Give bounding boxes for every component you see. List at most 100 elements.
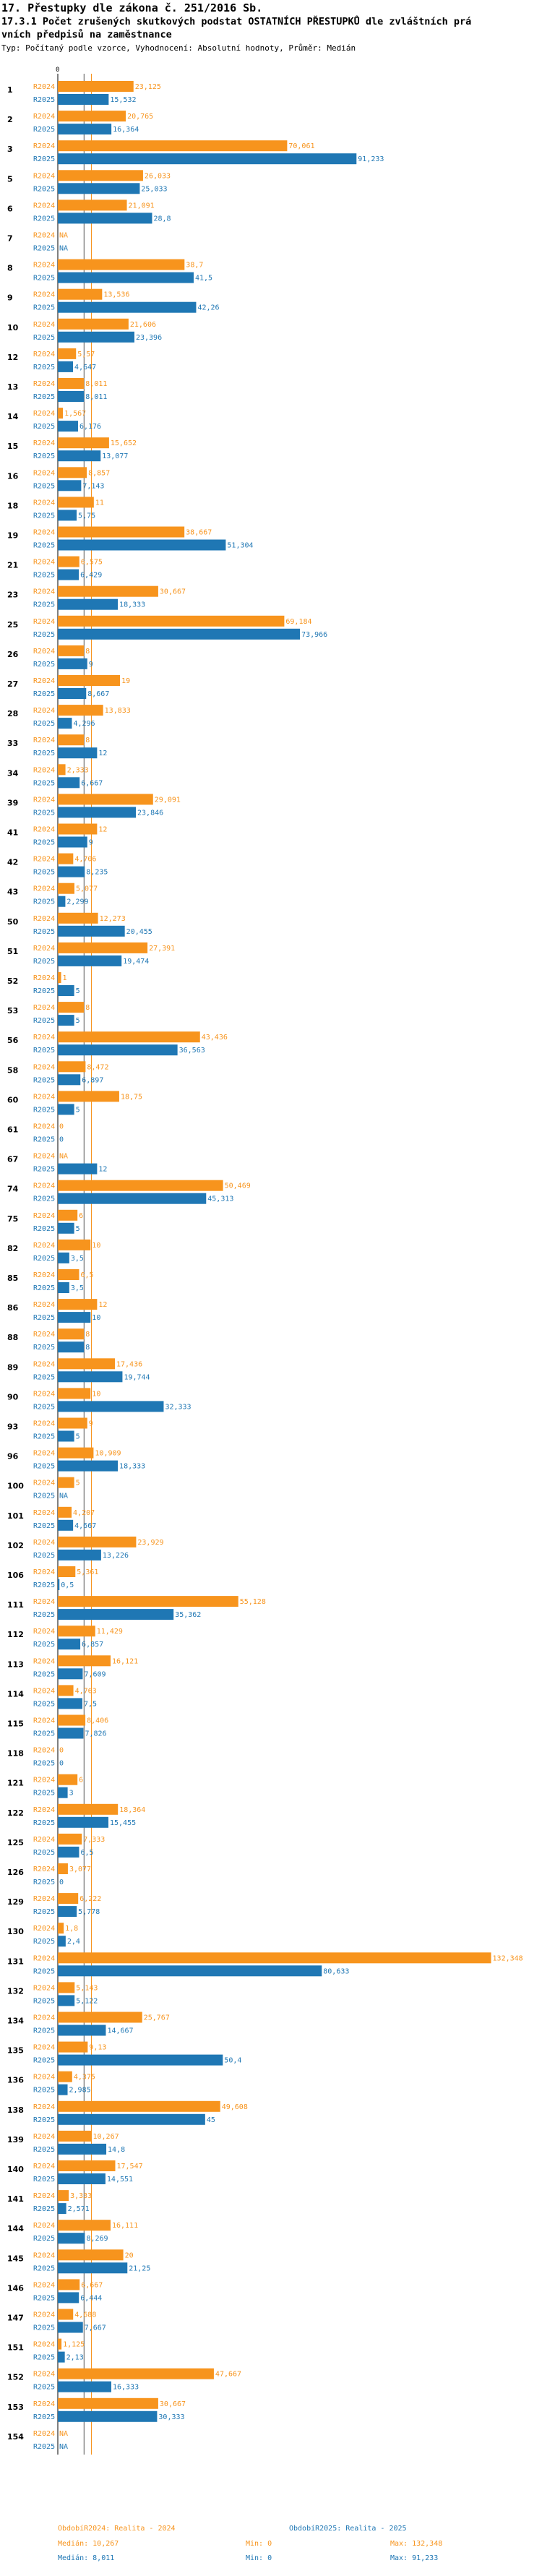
bar-r2024 [58, 705, 103, 716]
bar-r2025 [58, 1430, 74, 1442]
value-label-r2025: 19,744 [124, 1373, 150, 1381]
category-label: 74 [7, 1185, 19, 1194]
bar-r2025 [58, 1936, 66, 1947]
category-label: 58 [7, 1065, 18, 1075]
bar-r2024 [58, 140, 288, 152]
category-label: 7 [7, 234, 13, 244]
value-label-r2025: 4,296 [73, 720, 95, 728]
series-label-r2024: R2024 [33, 1657, 55, 1665]
bar-r2025 [58, 1252, 69, 1263]
series-label-r2025: R2025 [33, 2235, 55, 2243]
category-label: 111 [7, 1600, 24, 1610]
series-label-r2024: R2024 [33, 796, 55, 804]
bar-r2025 [58, 301, 197, 313]
bar-r2025 [58, 598, 119, 610]
category-label: 75 [7, 1214, 18, 1224]
bar-r2025 [58, 1639, 81, 1650]
category-label: 16 [7, 471, 19, 481]
category-label: 145 [7, 2254, 24, 2263]
bar-r2024 [58, 2309, 74, 2320]
series-label-r2025: R2025 [33, 155, 55, 163]
value-label-r2025: 7,609 [84, 1670, 106, 1678]
series-label-r2024: R2024 [33, 559, 55, 567]
series-label-r2025: R2025 [33, 2057, 55, 2065]
value-label-r2025: 28,8 [153, 215, 171, 223]
value-label-r2024: 0 [59, 1123, 64, 1131]
category-label: 41 [7, 828, 18, 838]
series-label-r2024: R2024 [33, 410, 55, 418]
value-label-r2025: 7,826 [85, 1730, 106, 1738]
series-label-r2024: R2024 [33, 2044, 55, 2052]
value-label-r2024: 70,061 [288, 142, 314, 150]
bar-r2025 [58, 718, 72, 729]
series-label-r2024: R2024 [33, 2074, 55, 2082]
value-label-r2025: 30,333 [158, 2413, 184, 2421]
value-label-r2024: 5 [76, 1480, 80, 1487]
category-label: 39 [7, 798, 18, 807]
value-label-r2025: 41,5 [195, 275, 212, 283]
value-label-r2025: 5,75 [78, 512, 95, 520]
category-label: 26 [7, 650, 19, 659]
value-label-r2025: 16,364 [113, 126, 139, 134]
series-label-r2025: R2025 [33, 898, 55, 906]
value-label-r2025: 21,25 [129, 2264, 150, 2272]
value-label-r2024: 5,57 [77, 351, 95, 359]
bar-r2024 [58, 2071, 72, 2082]
series-label-r2025: R2025 [33, 1938, 55, 1946]
bar-r2024 [58, 615, 285, 627]
series-label-r2025: R2025 [33, 1255, 55, 1263]
value-label-r2024: 8,406 [87, 1717, 108, 1725]
series-label-r2025: R2025 [33, 1581, 55, 1589]
value-label-r2024: 6 [79, 1212, 83, 1220]
value-label-r2024: 0 [59, 1747, 64, 1755]
series-label-r2024: R2024 [33, 1004, 55, 1012]
bar-r2024 [58, 170, 143, 181]
bar-r2024 [58, 81, 134, 92]
value-label-r2024: 8 [85, 648, 90, 656]
chart-subtitle: Typ: Počítaný podle vzorce, Vyhodnocení:… [1, 43, 356, 53]
bar-r2024 [58, 1002, 85, 1013]
value-label-r2025: NA [59, 1493, 68, 1500]
bar-r2025 [58, 539, 226, 551]
category-label: 130 [7, 1927, 24, 1936]
series-label-r2024: R2024 [33, 113, 55, 121]
bar-r2025 [58, 836, 87, 848]
category-label: 27 [7, 679, 18, 689]
value-label-r2025: 23,396 [136, 334, 162, 342]
value-label-r2025: 8 [85, 1344, 90, 1352]
value-label-r2025: 42,26 [197, 304, 219, 312]
value-label-r2025: 6,5 [80, 1849, 93, 1857]
series-label-r2025: R2025 [33, 2264, 55, 2272]
bar-r2024 [58, 2368, 214, 2379]
series-label-r2025: R2025 [33, 1314, 55, 1322]
max-r2024: Max: 132,348 [390, 2540, 443, 2548]
value-label-r2024: 5,077 [76, 885, 98, 893]
series-label-r2025: R2025 [33, 1760, 55, 1768]
series-label-r2025: R2025 [33, 1849, 55, 1857]
series-label-r2025: R2025 [33, 1552, 55, 1560]
series-label-r2025: R2025 [33, 2324, 55, 2332]
series-label-r2025: R2025 [33, 482, 55, 490]
value-label-r2024: NA [59, 232, 68, 240]
bar-r2025 [58, 2262, 128, 2274]
series-label-r2025: R2025 [33, 1967, 55, 1975]
value-label-r2025: 14,8 [108, 2146, 125, 2154]
bar-r2025 [58, 1609, 174, 1620]
value-label-r2024: 5,361 [77, 1568, 98, 1576]
value-label-r2025: 14,667 [107, 2027, 133, 2035]
bar-r2025 [58, 1074, 81, 1086]
series-label-r2025: R2025 [33, 2176, 55, 2184]
category-label: 10 [7, 323, 19, 332]
value-label-r2025: 4,647 [74, 364, 96, 372]
report-title: 17. Přestupky dle zákona č. 251/2016 Sb. [1, 1, 263, 14]
bar-r2024 [58, 1477, 74, 1488]
series-label-r2024: R2024 [33, 1271, 55, 1279]
series-label-r2024: R2024 [33, 648, 55, 656]
value-label-r2024: 19 [121, 677, 130, 685]
value-label-r2024: 8 [85, 1004, 90, 1012]
series-label-r2024: R2024 [33, 1984, 55, 1992]
series-label-r2024: R2024 [33, 1242, 55, 1250]
value-label-r2025: 2,985 [69, 2087, 91, 2095]
value-label-r2024: 27,391 [149, 945, 175, 953]
category-label: 3 [7, 145, 13, 154]
